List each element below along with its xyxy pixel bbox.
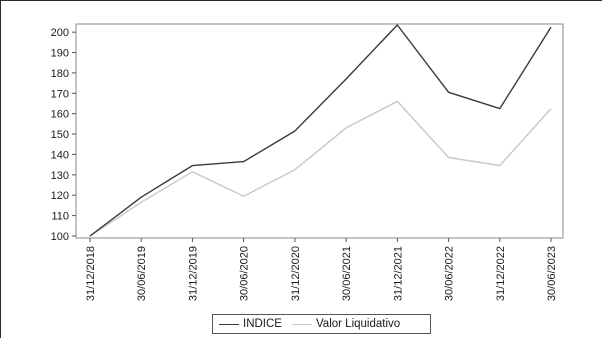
- y-tick-label: 200: [51, 27, 69, 39]
- plot-area: [75, 23, 564, 239]
- legend-item-valor-liquidativo: Valor Liquidativo: [291, 318, 401, 330]
- y-tick-label: 180: [51, 68, 69, 80]
- y-tick-label: 110: [51, 211, 69, 223]
- y-tick-label: 140: [51, 149, 69, 161]
- x-axis: 31/12/2018 30/06/2019 31/12/2019 30/06/2020…: [85, 238, 558, 301]
- y-tick-label: 160: [51, 109, 69, 121]
- x-tick-label: 31/12/2020: [290, 246, 302, 301]
- series-line-valor-liquidativo: [89, 100, 552, 237]
- y-tick-label: 120: [51, 190, 69, 202]
- series-line-indice: [89, 24, 552, 237]
- legend-swatch-valor-liquidativo: [291, 323, 312, 325]
- x-tick-label: 30/06/2022: [444, 246, 456, 301]
- x-tick-label: 30/06/2021: [341, 246, 353, 301]
- y-tick-label: 190: [51, 48, 69, 60]
- legend: INDICE Valor Liquidativo: [212, 314, 431, 334]
- y-tick-label: 130: [51, 170, 69, 182]
- x-tick-label: 31/12/2021: [392, 246, 404, 301]
- x-tick-label: 31/12/2022: [495, 246, 507, 301]
- x-tick-label: 30/06/2023: [546, 246, 558, 301]
- legend-label-indice: INDICE: [243, 318, 282, 330]
- legend-item-indice: INDICE: [219, 318, 282, 330]
- x-tick-label: 30/06/2020: [239, 246, 251, 301]
- x-tick-label: 31/12/2018: [85, 246, 97, 301]
- y-axis: 100 110 120 130 140 150 160 170 180 190 200: [51, 27, 76, 243]
- series-lines: [89, 24, 552, 237]
- legend-label-valor-liquidativo: Valor Liquidativo: [315, 318, 401, 330]
- legend-swatch-indice: [219, 323, 239, 325]
- y-tick-label: 150: [51, 129, 69, 141]
- y-tick-label: 170: [51, 88, 69, 100]
- x-tick-label: 30/06/2019: [136, 246, 148, 301]
- y-tick-label: 100: [51, 231, 69, 243]
- x-tick-label: 31/12/2019: [187, 246, 199, 301]
